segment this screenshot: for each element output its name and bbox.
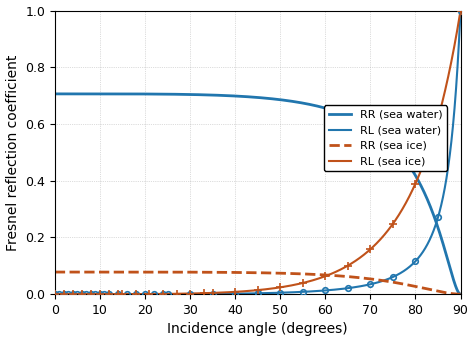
RL (sea water)	[355, 285, 360, 289]
X-axis label: Incidence angle (degrees): Incidence angle (degrees)	[167, 323, 348, 337]
RL (sea ice)	[316, 276, 321, 280]
RL (sea water)	[126, 292, 131, 296]
RR (sea ice)	[385, 279, 391, 284]
RR (sea water)	[385, 139, 391, 143]
RL (sea water)	[316, 289, 321, 293]
RR (sea water)	[207, 93, 213, 97]
RL (sea water)	[52, 292, 58, 296]
RR (sea water)	[295, 100, 301, 104]
RL (sea ice)	[355, 258, 360, 262]
RR (sea ice)	[126, 270, 131, 274]
RL (sea water)	[295, 290, 301, 294]
Legend: RR (sea water), RL (sea water), RR (sea ice), RL (sea ice): RR (sea water), RL (sea water), RR (sea …	[324, 105, 447, 171]
Line: RR (sea water): RR (sea water)	[55, 94, 461, 294]
RR (sea water)	[316, 104, 321, 108]
RL (sea ice)	[126, 292, 131, 296]
RR (sea ice)	[207, 270, 213, 274]
RR (sea water)	[126, 92, 131, 96]
RR (sea ice)	[458, 292, 464, 296]
RL (sea ice)	[458, 9, 464, 13]
Y-axis label: Fresnel reflection coefficient: Fresnel reflection coefficient	[6, 54, 19, 251]
RR (sea water)	[52, 92, 58, 96]
Line: RR (sea ice): RR (sea ice)	[55, 272, 461, 294]
RL (sea water)	[207, 292, 213, 296]
RR (sea ice)	[52, 270, 58, 274]
RL (sea ice)	[207, 291, 213, 295]
RR (sea ice)	[295, 272, 301, 276]
RL (sea water)	[458, 9, 464, 13]
Line: RL (sea ice): RL (sea ice)	[55, 11, 461, 294]
RR (sea water)	[458, 292, 464, 296]
RR (sea water)	[355, 118, 360, 122]
Line: RL (sea water): RL (sea water)	[55, 11, 461, 294]
RL (sea ice)	[385, 228, 391, 232]
RL (sea ice)	[52, 292, 58, 296]
RR (sea ice)	[316, 273, 321, 277]
RL (sea ice)	[295, 282, 301, 286]
RL (sea water)	[385, 277, 391, 281]
RR (sea ice)	[355, 275, 360, 279]
